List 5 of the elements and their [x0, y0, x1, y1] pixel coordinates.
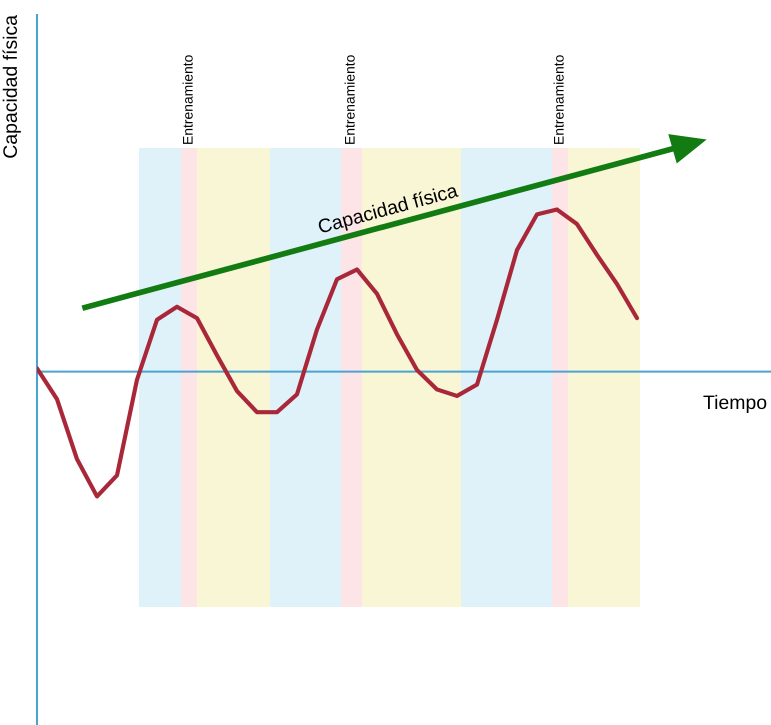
text: Entrenamiento — [182, 55, 193, 144]
text: Entrenamiento — [344, 55, 355, 144]
text: Entrenamiento — [554, 55, 564, 144]
x-axis-title: Tiempo — [703, 394, 766, 413]
y-axis-title: Capacidad física — [2, 14, 21, 158]
